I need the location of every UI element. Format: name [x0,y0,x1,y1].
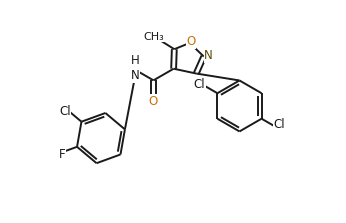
Text: CH₃: CH₃ [144,32,165,42]
Text: O: O [148,95,157,108]
Text: O: O [186,35,195,48]
Text: Cl: Cl [193,78,205,91]
Text: H
N: H N [131,54,139,82]
Text: N: N [204,49,213,62]
Text: F: F [59,148,66,161]
Text: Cl: Cl [59,105,71,118]
Text: Cl: Cl [274,118,285,131]
